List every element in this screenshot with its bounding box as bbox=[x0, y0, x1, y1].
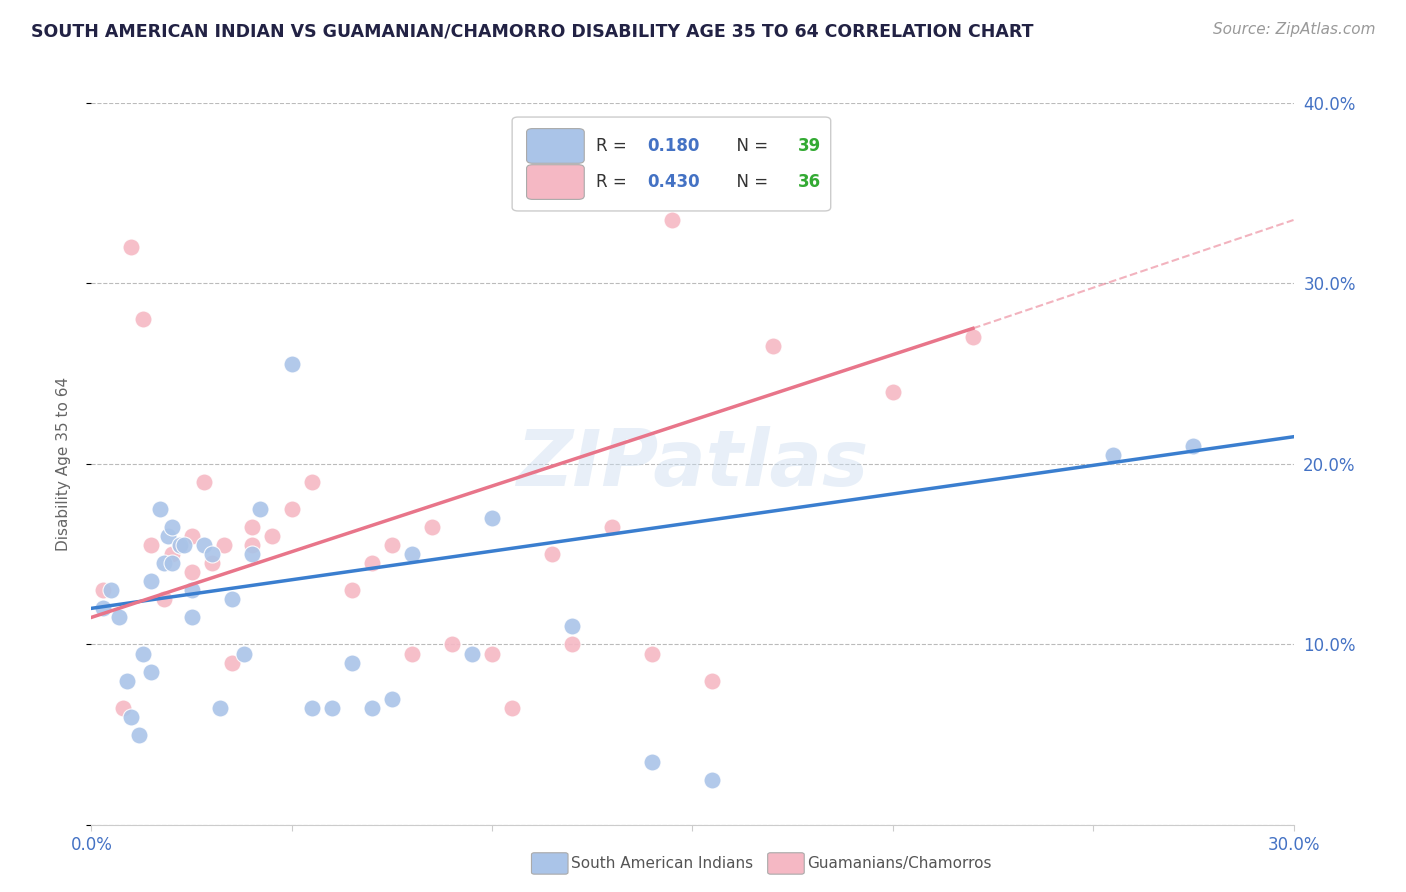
Text: 0.430: 0.430 bbox=[647, 173, 699, 191]
Point bbox=[108, 610, 131, 624]
FancyBboxPatch shape bbox=[527, 128, 585, 163]
Point bbox=[169, 538, 191, 552]
Point bbox=[180, 566, 202, 580]
Point bbox=[340, 583, 363, 598]
Point bbox=[561, 619, 583, 633]
Point bbox=[561, 637, 583, 651]
Text: N =: N = bbox=[725, 137, 773, 155]
Point bbox=[281, 358, 304, 372]
Point bbox=[117, 673, 139, 688]
Point bbox=[121, 710, 143, 724]
Point bbox=[201, 547, 224, 561]
Point bbox=[541, 547, 564, 561]
Text: R =: R = bbox=[596, 173, 633, 191]
Y-axis label: Disability Age 35 to 64: Disability Age 35 to 64 bbox=[56, 376, 70, 551]
Text: SOUTH AMERICAN INDIAN VS GUAMANIAN/CHAMORRO DISABILITY AGE 35 TO 64 CORRELATION : SOUTH AMERICAN INDIAN VS GUAMANIAN/CHAMO… bbox=[31, 22, 1033, 40]
Point bbox=[132, 312, 155, 326]
Point bbox=[340, 656, 363, 670]
Point bbox=[212, 538, 235, 552]
Point bbox=[641, 647, 664, 661]
Point bbox=[401, 547, 423, 561]
Point bbox=[141, 574, 163, 589]
Point bbox=[112, 700, 135, 714]
Point bbox=[360, 556, 382, 570]
Point bbox=[160, 556, 183, 570]
Text: 36: 36 bbox=[799, 173, 821, 191]
Point bbox=[702, 673, 724, 688]
Point bbox=[100, 583, 122, 598]
Point bbox=[481, 511, 503, 525]
Point bbox=[93, 583, 115, 598]
Point bbox=[440, 637, 463, 651]
Point bbox=[160, 520, 183, 534]
Point bbox=[201, 556, 224, 570]
Point bbox=[169, 538, 191, 552]
Point bbox=[962, 330, 984, 344]
Point bbox=[301, 700, 323, 714]
Point bbox=[602, 520, 624, 534]
Point bbox=[461, 647, 484, 661]
Point bbox=[148, 502, 170, 516]
Point bbox=[420, 520, 443, 534]
Text: South American Indians: South American Indians bbox=[571, 856, 754, 871]
Point bbox=[221, 656, 243, 670]
Point bbox=[240, 547, 263, 561]
FancyBboxPatch shape bbox=[512, 117, 831, 211]
Point bbox=[641, 755, 664, 769]
Text: 0.180: 0.180 bbox=[647, 137, 699, 155]
Point bbox=[301, 475, 323, 489]
Point bbox=[141, 538, 163, 552]
Point bbox=[260, 529, 283, 543]
Point bbox=[232, 647, 254, 661]
Point bbox=[152, 556, 174, 570]
Point bbox=[381, 538, 404, 552]
Point bbox=[180, 583, 202, 598]
Text: ZIPatlas: ZIPatlas bbox=[516, 425, 869, 502]
Point bbox=[128, 728, 150, 742]
Point bbox=[93, 601, 115, 615]
Point bbox=[401, 647, 423, 661]
Point bbox=[132, 647, 155, 661]
Point bbox=[381, 691, 404, 706]
Point bbox=[152, 592, 174, 607]
Text: Source: ZipAtlas.com: Source: ZipAtlas.com bbox=[1212, 22, 1375, 37]
Point bbox=[1182, 439, 1205, 453]
Point bbox=[180, 610, 202, 624]
Point bbox=[141, 665, 163, 679]
Point bbox=[121, 240, 143, 254]
Point bbox=[160, 547, 183, 561]
Text: Guamanians/Chamorros: Guamanians/Chamorros bbox=[807, 856, 991, 871]
Point bbox=[321, 700, 343, 714]
Text: N =: N = bbox=[725, 173, 773, 191]
Point bbox=[882, 384, 904, 399]
Point bbox=[481, 647, 503, 661]
Point bbox=[221, 592, 243, 607]
Point bbox=[193, 475, 215, 489]
Point bbox=[240, 520, 263, 534]
Point bbox=[661, 213, 683, 227]
Text: R =: R = bbox=[596, 137, 633, 155]
Point bbox=[1102, 448, 1125, 462]
Point bbox=[360, 700, 382, 714]
FancyBboxPatch shape bbox=[527, 165, 585, 200]
Point bbox=[702, 772, 724, 787]
Text: 39: 39 bbox=[799, 137, 821, 155]
Point bbox=[249, 502, 271, 516]
Point bbox=[193, 538, 215, 552]
Point bbox=[208, 700, 231, 714]
Point bbox=[240, 538, 263, 552]
Point bbox=[173, 538, 195, 552]
Point bbox=[281, 502, 304, 516]
Point bbox=[501, 700, 523, 714]
Point bbox=[762, 339, 785, 353]
Point bbox=[156, 529, 179, 543]
Point bbox=[180, 529, 202, 543]
